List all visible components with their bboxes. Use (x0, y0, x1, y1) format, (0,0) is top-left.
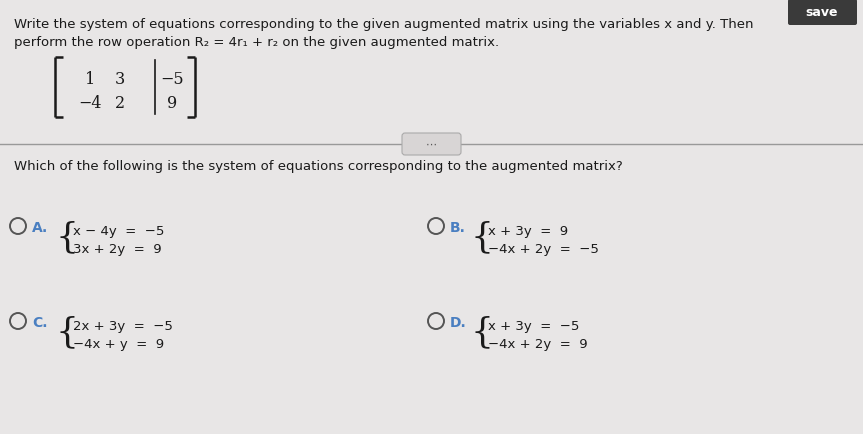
Text: 3: 3 (115, 71, 125, 88)
Text: −4x + 2y  =  9: −4x + 2y = 9 (488, 337, 588, 350)
Text: A.: A. (32, 220, 48, 234)
Text: {: { (55, 220, 78, 253)
Text: 1: 1 (85, 71, 95, 88)
Text: save: save (806, 7, 838, 20)
Text: {: { (55, 314, 78, 348)
Text: x − 4y  =  −5: x − 4y = −5 (73, 224, 164, 237)
Text: 2x + 3y  =  −5: 2x + 3y = −5 (73, 319, 173, 332)
Text: D.: D. (450, 315, 467, 329)
Text: 3x + 2y  =  9: 3x + 2y = 9 (73, 243, 161, 256)
FancyBboxPatch shape (402, 134, 461, 156)
Text: 9: 9 (167, 94, 177, 111)
Text: C.: C. (32, 315, 47, 329)
Text: B.: B. (450, 220, 466, 234)
Text: −4: −4 (79, 94, 102, 111)
Text: −4x + 2y  =  −5: −4x + 2y = −5 (488, 243, 599, 256)
Text: ⋯: ⋯ (425, 140, 437, 150)
Text: x + 3y  =  −5: x + 3y = −5 (488, 319, 579, 332)
Text: Which of the following is the system of equations corresponding to the augmented: Which of the following is the system of … (14, 160, 623, 173)
Text: 2: 2 (115, 94, 125, 111)
Text: {: { (470, 220, 493, 253)
Text: Write the system of equations corresponding to the given augmented matrix using : Write the system of equations correspond… (14, 18, 753, 31)
Text: −5: −5 (161, 71, 184, 88)
FancyBboxPatch shape (788, 0, 857, 26)
Text: perform the row operation R₂ = 4r₁ + r₂ on the given augmented matrix.: perform the row operation R₂ = 4r₁ + r₂ … (14, 36, 499, 49)
Text: −4x + y  =  9: −4x + y = 9 (73, 337, 164, 350)
Text: {: { (470, 314, 493, 348)
Text: x + 3y  =  9: x + 3y = 9 (488, 224, 568, 237)
